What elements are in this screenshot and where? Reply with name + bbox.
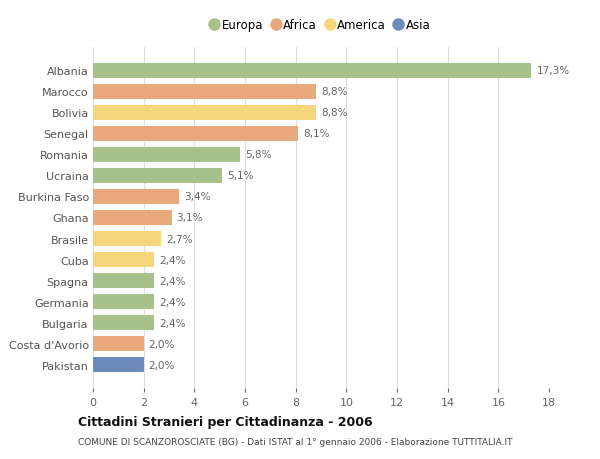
Text: 2,0%: 2,0% bbox=[149, 339, 175, 349]
Text: 8,1%: 8,1% bbox=[303, 129, 330, 139]
Bar bbox=[93, 127, 298, 142]
Bar bbox=[93, 357, 143, 372]
Text: 3,4%: 3,4% bbox=[184, 192, 211, 202]
Legend: Europa, Africa, America, Asia: Europa, Africa, America, Asia bbox=[209, 17, 433, 34]
Bar bbox=[93, 190, 179, 205]
Bar bbox=[93, 84, 316, 100]
Text: 2,7%: 2,7% bbox=[166, 234, 193, 244]
Text: 5,1%: 5,1% bbox=[227, 171, 254, 181]
Bar bbox=[93, 147, 240, 162]
Text: 2,4%: 2,4% bbox=[159, 297, 185, 307]
Bar bbox=[93, 211, 172, 225]
Text: 5,8%: 5,8% bbox=[245, 150, 271, 160]
Bar bbox=[93, 252, 154, 268]
Bar bbox=[93, 64, 531, 79]
Bar bbox=[93, 106, 316, 121]
Text: Cittadini Stranieri per Cittadinanza - 2006: Cittadini Stranieri per Cittadinanza - 2… bbox=[78, 415, 373, 428]
Bar bbox=[93, 294, 154, 309]
Text: 17,3%: 17,3% bbox=[536, 66, 569, 76]
Text: 2,4%: 2,4% bbox=[159, 276, 185, 286]
Text: 2,4%: 2,4% bbox=[159, 255, 185, 265]
Bar bbox=[93, 231, 161, 246]
Text: 2,4%: 2,4% bbox=[159, 318, 185, 328]
Text: 2,0%: 2,0% bbox=[149, 360, 175, 370]
Text: 8,8%: 8,8% bbox=[321, 108, 347, 118]
Text: 8,8%: 8,8% bbox=[321, 87, 347, 97]
Text: 3,1%: 3,1% bbox=[176, 213, 203, 223]
Bar bbox=[93, 274, 154, 289]
Bar bbox=[93, 336, 143, 352]
Text: COMUNE DI SCANZOROSCIATE (BG) - Dati ISTAT al 1° gennaio 2006 - Elaborazione TUT: COMUNE DI SCANZOROSCIATE (BG) - Dati IST… bbox=[78, 437, 512, 446]
Bar bbox=[93, 315, 154, 330]
Bar bbox=[93, 168, 222, 184]
